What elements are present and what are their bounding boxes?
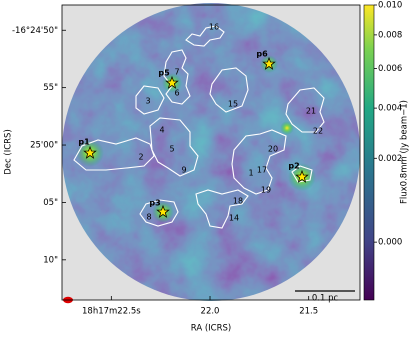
source-label: p2	[288, 162, 299, 171]
structure-label: 17	[257, 166, 267, 175]
structure-label: 8	[146, 213, 151, 222]
structure-label: 4	[159, 126, 164, 135]
structure-label: 6	[174, 89, 179, 98]
structure-label: 14	[229, 214, 239, 223]
structure-label: 9	[181, 166, 186, 175]
x-tick-label: 18h17m22.5s	[82, 307, 141, 317]
contours	[73, 25, 325, 229]
structure-label: 22	[313, 127, 323, 136]
source-star	[83, 145, 97, 159]
scale-bar-label: 0.1 pc	[312, 294, 339, 304]
colorbar-tick-label: 0.002	[378, 154, 402, 164]
y-tick-label: 25'00"	[30, 141, 58, 151]
x-tick-label: 21.5	[299, 307, 318, 317]
y-tick-label: 10"	[43, 255, 58, 265]
source-label: p3	[149, 199, 160, 208]
source-star	[156, 204, 170, 218]
sources: p1 p2 p3 p5 p6	[78, 50, 309, 218]
structure-label: 3	[145, 97, 150, 106]
x-axis-label: RA (ICRS)	[191, 324, 231, 334]
colorbar-tick-label: 0.006	[378, 64, 402, 74]
structure-label: 5	[169, 145, 174, 154]
structure-label: 15	[228, 100, 238, 109]
source-label: p5	[158, 69, 170, 78]
structure-label: 16	[209, 23, 219, 32]
structure-label: 19	[261, 186, 271, 195]
y-tick-label: -16°24'50"	[12, 26, 58, 36]
structure-label: 20	[268, 145, 278, 154]
plot-frame	[61, 4, 361, 301]
source-label: p1	[78, 138, 90, 147]
source-star	[262, 56, 276, 70]
flux-map	[62, 3, 360, 301]
colorbar-label: Flux0.8mm (Jy beam−1)	[400, 100, 410, 204]
structure-label: 2	[138, 153, 143, 162]
structure-label: 18	[233, 197, 243, 206]
source-label: p6	[256, 50, 268, 59]
source-star	[165, 75, 179, 89]
y-tick-label: 55"	[43, 83, 58, 93]
y-axis-label: Dec (ICRS)	[4, 129, 14, 175]
x-tick-label: 22.0	[201, 307, 220, 317]
colorbar-tick-label: 0.010	[378, 1, 402, 11]
structure-label: 7	[174, 68, 179, 77]
colorbar-tick-label: 0.000	[378, 238, 402, 248]
structure-labels: 16 7 6 3 15 21 22 4 5 2 9 20 1 17 19 18 14 8	[138, 23, 323, 223]
colorbar-tick-label: 0.008	[378, 30, 402, 40]
colorbar	[363, 4, 375, 301]
colorbar-tick-label: 0.004	[378, 104, 402, 114]
structure-label: 21	[306, 107, 316, 116]
source-star	[295, 169, 309, 183]
y-tick-label: 05"	[43, 198, 58, 208]
structure-label: 1	[248, 169, 253, 178]
